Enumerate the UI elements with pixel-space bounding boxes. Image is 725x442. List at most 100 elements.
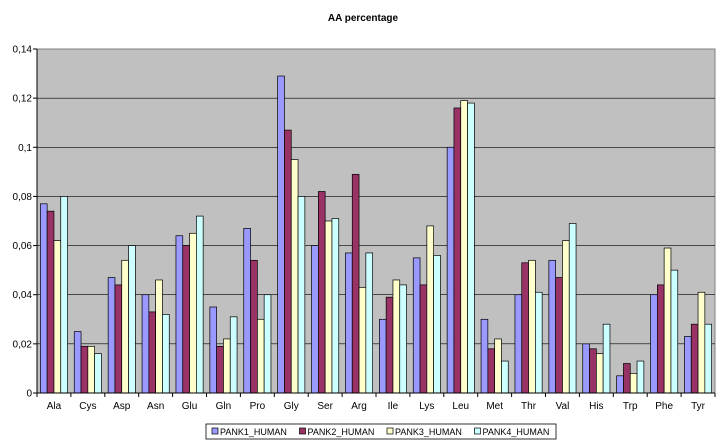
bar-pank3-human-gly — [290, 159, 299, 394]
bar-pank3-human-ile — [392, 279, 401, 394]
bar-pank1-human-lys — [412, 257, 421, 394]
bar-pank1-human-gln — [209, 306, 218, 394]
bar-pank2-human-gln — [216, 345, 224, 394]
bar-pank3-human-lys — [426, 225, 435, 394]
x-tick-label: Arg — [351, 401, 367, 412]
bar-pank2-human-leu — [453, 107, 462, 394]
legend-swatch — [211, 427, 219, 435]
bar-pank1-human-val — [548, 259, 556, 394]
bar-pank1-human-asn — [141, 294, 150, 394]
bar-pank3-human-phe — [663, 247, 672, 394]
bar-pank3-human-asn — [155, 279, 163, 394]
bar-pank4-human-trp — [636, 360, 645, 394]
bar-pank3-human-cys — [87, 345, 95, 394]
x-tick-label: Asn — [147, 401, 164, 412]
bar-pank4-human-cys — [94, 353, 102, 394]
bar-pank1-human-gly — [277, 75, 285, 394]
bar-pank4-human-tyr — [704, 323, 712, 394]
bar-pank1-human-phe — [650, 294, 658, 394]
bar-pank4-human-gln — [229, 316, 238, 394]
bar-pank1-human-ser — [311, 245, 319, 394]
bar-pank1-human-ala — [39, 203, 48, 394]
bar-pank2-human-glu — [182, 245, 190, 394]
bar-pank4-human-arg — [365, 252, 374, 394]
bar-pank2-human-lys — [419, 284, 428, 394]
plot-area — [36, 48, 716, 394]
bar-pank3-human-ala — [53, 240, 62, 394]
bar-pank1-human-his — [582, 343, 590, 394]
legend-label: PANK2_HUMAN — [308, 427, 375, 437]
bar-pank2-human-trp — [623, 363, 631, 394]
bar-pank1-human-glu — [175, 235, 184, 394]
y-tick-label: 0,04 — [13, 290, 33, 301]
x-tick-label: Gly — [284, 401, 299, 412]
bar-pank4-human-ala — [60, 196, 68, 394]
x-tick-label: Trp — [623, 401, 638, 412]
bar-pank3-human-asp — [121, 259, 129, 394]
y-tick-label: 0,02 — [13, 339, 33, 350]
bar-pank4-human-glu — [196, 215, 204, 394]
legend: PANK1_HUMAN PANK2_HUMAN PANK3_HUMAN PANK4_H… — [205, 423, 557, 440]
bar-pank3-human-glu — [189, 232, 197, 394]
bar-pank4-human-ser — [331, 218, 340, 394]
legend-label: PANK4_HUMAN — [483, 427, 550, 437]
x-tick-label: Ile — [388, 401, 399, 412]
y-tick-label: 0,08 — [13, 192, 33, 203]
bar-pank4-human-ile — [399, 284, 407, 394]
legend-swatch — [474, 427, 481, 435]
bar-pank3-human-thr — [528, 259, 536, 394]
x-tick-label: Met — [486, 401, 503, 412]
bar-pank3-human-val — [562, 240, 570, 394]
bar-pank1-human-leu — [446, 146, 455, 394]
bar-pank3-human-ser — [324, 220, 333, 394]
bar-pank3-human-met — [494, 338, 502, 394]
bar-pank2-human-ile — [385, 296, 394, 394]
bar-pank2-human-val — [555, 277, 563, 394]
bar-pank4-human-lys — [433, 255, 441, 394]
legend-swatch — [299, 427, 306, 435]
legend-swatch — [386, 427, 394, 435]
x-tick-label: Thr — [521, 401, 537, 412]
bar-pank3-human-trp — [629, 372, 638, 394]
bar-pank3-human-his — [595, 353, 604, 394]
y-axis: 0 0,02 0,04 0,06 0,08 0,1 0,12 0,14 — [13, 45, 38, 400]
bar-pank4-human-met — [501, 360, 509, 394]
bar-pank4-human-phe — [670, 269, 679, 394]
bar-pank3-human-leu — [460, 100, 468, 394]
x-tick-label: His — [589, 401, 603, 412]
bar-pank4-human-gly — [297, 196, 306, 394]
bar-pank1-human-cys — [73, 331, 82, 394]
bar-pank2-human-phe — [656, 284, 665, 394]
bar-pank2-human-pro — [250, 259, 258, 394]
bar-pank1-human-arg — [345, 252, 353, 394]
bar-pank1-human-ile — [379, 318, 387, 394]
legend-label: PANK3_HUMAN — [395, 427, 462, 437]
bar-pank4-human-val — [568, 223, 577, 394]
bar-pank2-human-ser — [318, 191, 326, 394]
y-tick-label: 0,1 — [18, 143, 32, 154]
gridlines — [37, 97, 715, 345]
bar-pank2-human-cys — [80, 345, 89, 394]
bar-pank3-human-tyr — [697, 291, 706, 394]
x-tick-label: Ala — [47, 401, 62, 412]
bar-pank2-human-thr — [521, 262, 529, 394]
bar-pank4-human-asn — [162, 314, 170, 394]
x-tick-label: Val — [556, 401, 570, 412]
x-tick-label: Pro — [250, 401, 266, 412]
bar-pank1-human-thr — [514, 294, 523, 394]
x-tick-label: Asp — [113, 401, 131, 412]
bar-pank2-human-ala — [46, 210, 55, 394]
bar-pank2-human-gly — [284, 129, 292, 394]
bar-pank2-human-met — [487, 348, 496, 394]
bar-pank1-human-met — [480, 318, 489, 394]
x-tick-label: Lys — [419, 401, 434, 412]
x-axis: Ala Cys Asp Asn Glu Gln Pro Gly Ser Arg Ile Lys Leu M… — [36, 392, 716, 412]
y-tick-label: 0 — [26, 389, 32, 400]
x-tick-label: Phe — [655, 401, 673, 412]
bar-pank4-human-thr — [534, 291, 543, 394]
x-tick-label: Leu — [452, 401, 469, 412]
bar-pank4-human-leu — [467, 102, 475, 394]
x-tick-label: Gln — [216, 401, 232, 412]
bar-pank3-human-gln — [223, 338, 231, 394]
